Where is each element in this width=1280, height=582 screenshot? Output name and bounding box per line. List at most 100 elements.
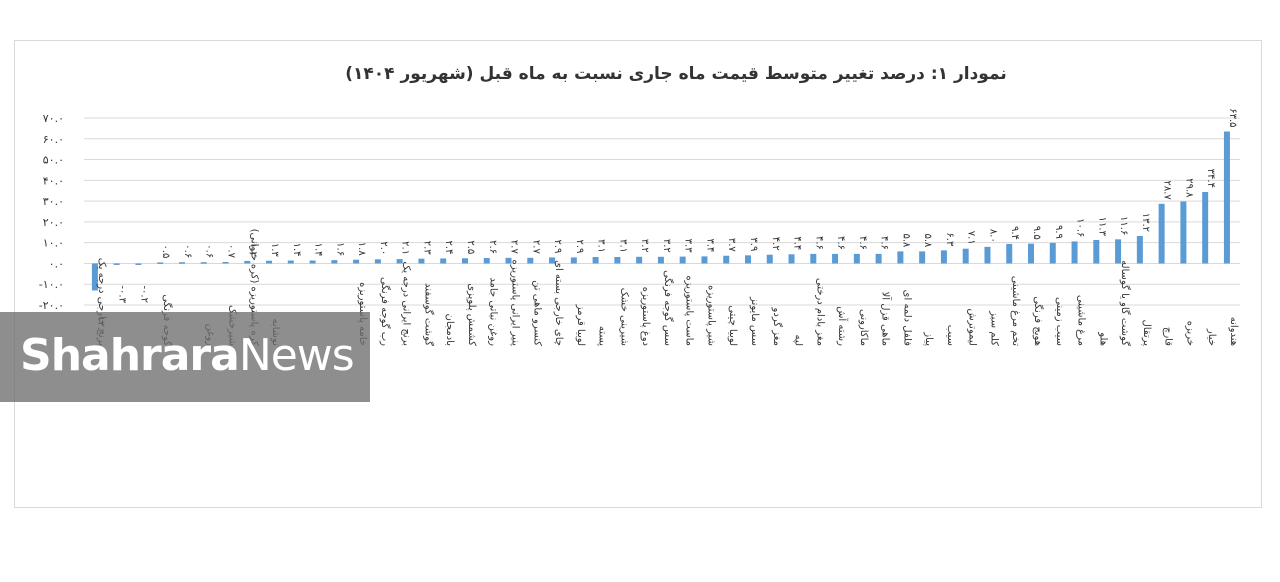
- bar: [353, 259, 360, 264]
- bar: [1158, 203, 1165, 264]
- category-label: قارچ: [1163, 327, 1174, 346]
- data-label: ۱.۸: [356, 242, 367, 257]
- category-label: لوبیا چیتی: [727, 305, 738, 346]
- bar: [984, 246, 991, 264]
- bar: [940, 250, 947, 264]
- data-label: ۴.۴: [792, 236, 803, 250]
- bar: [701, 256, 708, 264]
- y-tick-label: ۳۰.۰: [43, 195, 64, 208]
- bar: [287, 260, 294, 264]
- category-label: دوغ پاستوریزه: [640, 287, 651, 346]
- category-label: خیار: [1206, 328, 1217, 346]
- category-label: شیرینی خشک: [618, 288, 629, 346]
- bar: [461, 258, 468, 264]
- category-label: سیب: [945, 325, 956, 346]
- data-label: -۰.۲: [138, 285, 149, 303]
- data-label: ۶.۳: [944, 232, 955, 247]
- bar: [962, 248, 969, 264]
- category-label: سس مایونز: [749, 296, 760, 346]
- category-label: رب گوجه فرنگی: [379, 277, 391, 346]
- watermark-logo: ShahraraNews: [0, 312, 370, 402]
- category-label: لپه: [793, 335, 804, 346]
- gridlines: [84, 117, 1240, 306]
- data-label: ۱۳.۲: [1140, 213, 1151, 232]
- bar: [418, 258, 425, 264]
- bar: [810, 253, 817, 264]
- data-label: ۳.۷: [726, 238, 737, 253]
- data-label: ۲۸.۷: [1162, 181, 1173, 201]
- bar: [309, 260, 316, 264]
- data-label: ۲.۴: [443, 241, 454, 255]
- data-label: ۱۱.۳: [1096, 217, 1107, 237]
- bar: [1006, 243, 1013, 264]
- bar: [549, 257, 556, 264]
- bar: [244, 260, 251, 264]
- data-label: ۳.۱: [596, 239, 607, 253]
- data-label: ۵.۸: [900, 233, 911, 248]
- y-tick-label: ۶۰.۰: [43, 133, 64, 146]
- bar: [1180, 201, 1187, 264]
- watermark-part1: Shahrara: [20, 330, 240, 381]
- bar: [505, 257, 512, 264]
- watermark-part2: News: [238, 330, 355, 381]
- bar: [1136, 236, 1143, 264]
- y-tick-label: -۲۰.۰: [39, 299, 64, 312]
- bars: [91, 131, 1230, 291]
- bar: [636, 256, 643, 264]
- category-label: گوشت گاو یا گوساله: [1119, 260, 1131, 346]
- bar: [788, 254, 795, 264]
- category-label: لیموترش: [967, 308, 978, 346]
- category-label: پسته: [597, 326, 608, 346]
- category-label: بادمجان: [444, 314, 455, 347]
- data-label: ۴.۶: [813, 236, 824, 250]
- data-label: ۳۴.۴: [1205, 169, 1216, 188]
- bar: [1028, 243, 1035, 264]
- data-label: ۰.۶: [204, 244, 215, 258]
- y-tick-label: ۴۰.۰: [43, 174, 64, 187]
- category-label: پنیر ایرانی پاستوریزه: [510, 260, 521, 347]
- data-label: ۱.۴: [291, 243, 302, 257]
- bar: [1049, 242, 1056, 264]
- data-label: ۴.۲: [770, 237, 781, 251]
- data-label: ۳.۳: [683, 239, 694, 254]
- bar: [483, 258, 490, 264]
- data-label: ۱.۳: [269, 243, 280, 258]
- bar: [679, 256, 686, 264]
- bar: [91, 263, 98, 291]
- category-label: مرغ ماشینی: [1076, 295, 1087, 346]
- y-tick-label: ۱۰.۰: [43, 237, 64, 250]
- category-label: گوشت گوسفند: [422, 283, 434, 346]
- bar: [832, 253, 839, 264]
- data-label: ۷.۱: [966, 231, 977, 245]
- data-label: ۲.۵: [465, 240, 476, 254]
- y-tick-label: -۱۰.۰: [39, 278, 64, 291]
- category-label: فلفل دلمه ای: [901, 290, 912, 347]
- data-label: ۹.۵: [1031, 226, 1042, 240]
- category-label: چای خارجی بسته ای: [553, 260, 564, 346]
- category-label: پیاز: [923, 331, 934, 346]
- bar: [157, 262, 164, 264]
- bar: [1093, 239, 1100, 264]
- category-label: ماکارونی: [858, 309, 869, 346]
- bar: [396, 259, 403, 264]
- data-label: ۳.۴: [704, 238, 715, 252]
- bar: [614, 257, 621, 264]
- data-label: ۳.۲: [639, 239, 650, 253]
- bar: [766, 254, 773, 264]
- category-labels: برنج خارجی درجه یکگوجه فرنگیروغنشیرخشککر…: [96, 229, 1239, 347]
- bar: [266, 260, 273, 264]
- bar: [1115, 239, 1122, 264]
- category-label: مغز گردو: [771, 307, 783, 346]
- data-label: ۹.۴: [1009, 226, 1020, 240]
- bar: [570, 257, 577, 264]
- y-tick-label: ۲۰.۰: [43, 216, 64, 229]
- bar: [723, 255, 730, 264]
- data-label: ۶۳.۵: [1227, 108, 1238, 127]
- data-label: ۸.۰: [987, 229, 998, 243]
- bar: [331, 260, 338, 264]
- chart-title: نمودار ۱: درصد تغییر متوسط قیمت ماه جاری…: [345, 64, 1006, 84]
- category-label: کلم سبز: [988, 310, 999, 346]
- data-label: ۳.۲: [661, 239, 672, 253]
- data-label: ۱۱.۶: [1118, 216, 1129, 235]
